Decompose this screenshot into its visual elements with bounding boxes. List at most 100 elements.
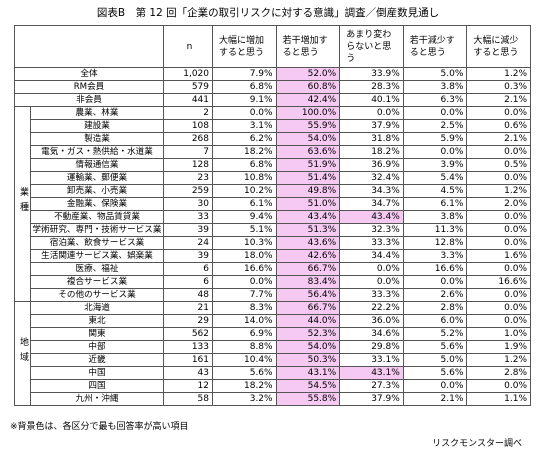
cell: 1.2% [466,353,531,367]
cell: 48 [163,288,213,302]
cell: 0.0% [466,262,531,276]
cell: 6.1% [402,197,468,211]
cell: 54.0% [275,340,341,354]
column-header: 大幅に減少すると思う [466,25,531,68]
row-label: 北海道 [30,301,164,315]
cell: 37.9% [339,119,404,133]
row: 非会員 441 9.1% 42.4% 40.1% 6.3% 2.1% [14,93,531,107]
cell: 0.0% [212,275,277,289]
cell: 33 [163,210,213,224]
cell: 43.1% [339,366,404,380]
cell: 0.0% [212,106,277,120]
cell: 18.2% [212,379,277,393]
cell: 7 [163,145,213,159]
cell: 0.0% [339,275,404,289]
source: リスクモンスター調べ [432,439,522,449]
cell: 6 [163,262,213,276]
cell: 10.3% [212,236,277,250]
column-header: あまり変わらないと思う [339,25,404,68]
cell: 52.0% [275,67,341,81]
cell: 32.3% [339,223,404,237]
row: 金融業、保険業 30 6.1% 51.0% 34.7% 6.1% 2.0% [15,197,531,211]
cell: 66.7% [275,301,341,315]
row-label: 東北 [30,314,164,328]
cell: 3.8% [402,80,468,94]
cell: 1.9% [466,340,531,354]
group-label-cell: 業種 [14,106,31,302]
cell: 18.0% [212,249,277,263]
header-corner [14,25,164,68]
cell: 43.1% [275,366,341,380]
cell: 0.0% [402,275,468,289]
cell: 0.0% [402,379,468,393]
cell: 259 [163,184,213,198]
cell: 108 [163,119,213,133]
cell: 579 [163,80,213,94]
cell: 1.0% [466,327,531,341]
cell: 0.0% [466,106,531,120]
cell: 16.6% [466,275,531,289]
cell: 2 [163,106,213,120]
cell: 51.9% [275,158,341,172]
cell: 39 [163,249,213,263]
cell: 2.1% [402,392,468,406]
row-label: 複合サービス業 [30,275,164,289]
cell: 0.0% [466,301,531,315]
row: 全体 1,020 7.9% 52.0% 33.9% 5.0% 1.2% [14,67,531,81]
row-label: 四国 [30,379,164,393]
cell: 5.6% [402,366,468,380]
cell: 2.5% [402,119,468,133]
cell: 2.0% [466,197,531,211]
row: 四国 12 18.2% 54.5% 27.3% 0.0% 0.0% [15,379,531,393]
column-header: 若干増加すると思う [275,25,341,68]
cell: 6.3% [402,93,468,107]
cell: 268 [163,132,213,146]
cell: 0.0% [466,379,531,393]
row: 地域 北海道 21 8.3% 66.7% 22.2% 2.8% 0.0% [14,301,531,406]
cell: 5.6% [212,366,277,380]
cell: 54.0% [275,132,341,146]
row-label: 医療、福祉 [30,262,164,276]
cell: 44.0% [275,314,341,328]
cell: 2.6% [402,288,468,302]
cell: 34.6% [339,327,404,341]
row: 九州・沖縄 58 3.2% 55.8% 37.9% 2.1% 1.1% [15,392,531,406]
column-header: 大幅に増加すると思う [212,25,277,68]
row-label: 建設業 [30,119,164,133]
cell: 22.2% [339,301,404,315]
group-label: 地域 [18,336,28,367]
cell: 39 [163,223,213,237]
cell: 49.8% [275,184,341,198]
cell: 5.9% [402,132,468,146]
cell: 11.3% [402,223,468,237]
cell: 43.4% [275,210,341,224]
cell: 0.0% [466,171,531,185]
cell: 0.6% [466,119,531,133]
cell: 55.8% [275,392,341,406]
cell: 10.2% [212,184,277,198]
cell: 23 [163,171,213,185]
cell: 27.3% [339,379,404,393]
column-header: 若干減少すると思う [402,25,468,68]
row-label: 運輸業、郵便業 [30,171,164,185]
cell: 6.8% [212,80,277,94]
cell: 18.2% [339,145,404,159]
cell: 0.5% [466,158,531,172]
row-label: 不動産業、物品賃貸業 [30,210,164,224]
row-label: 全体 [14,67,164,81]
row: 複合サービス業 6 0.0% 83.4% 0.0% 0.0% 16.6% [15,275,531,289]
cell: 40.1% [339,93,404,107]
row-label: 金融業、保険業 [30,197,164,211]
row-label: 生活関連サービス業、娯楽業 [30,249,164,263]
row: 近畿 161 10.4% 50.3% 33.1% 5.0% 1.2% [15,353,531,367]
cell: 43 [163,366,213,380]
row-label: 中部 [30,340,164,354]
cell: 1.6% [466,249,531,263]
cell: 441 [163,93,213,107]
cell: 36.0% [339,314,404,328]
cell: 161 [163,353,213,367]
cell: 33.1% [339,353,404,367]
cell: 5.0% [402,353,468,367]
cell: 7.9% [212,67,277,81]
cell: 18.2% [212,145,277,159]
